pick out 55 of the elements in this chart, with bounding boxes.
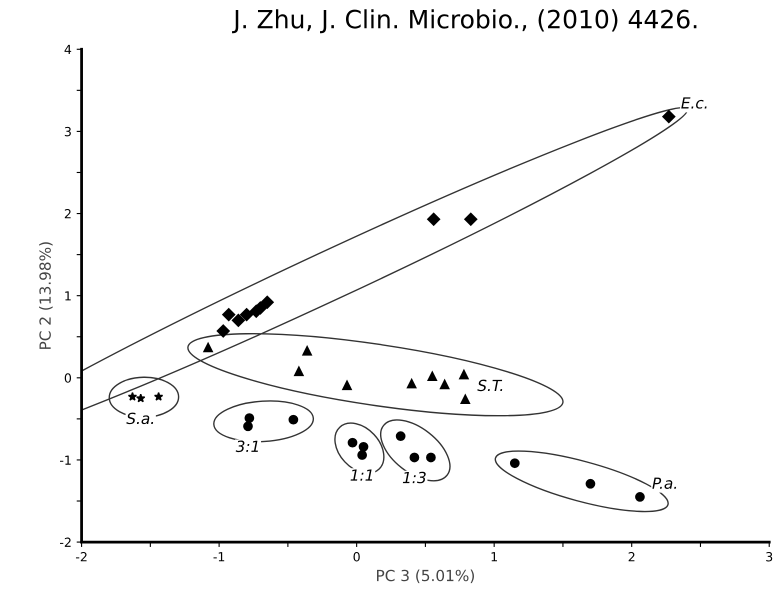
point xyxy=(440,380,450,390)
point xyxy=(510,458,520,468)
point xyxy=(294,366,304,376)
point xyxy=(396,431,406,441)
point xyxy=(464,212,478,226)
point xyxy=(244,413,254,423)
point xyxy=(342,380,352,390)
point xyxy=(427,212,440,226)
point xyxy=(406,378,417,388)
point xyxy=(427,371,438,382)
point xyxy=(410,452,420,462)
point xyxy=(358,442,368,452)
point xyxy=(260,296,274,309)
series-label: 1:3 xyxy=(402,472,426,484)
y-tick-label: 4 xyxy=(64,44,72,54)
point xyxy=(302,346,312,356)
point xyxy=(460,394,470,404)
point xyxy=(222,308,236,322)
point xyxy=(243,421,253,432)
x-tick-label: 2 xyxy=(628,552,634,562)
y-tick-label: 1 xyxy=(65,291,71,300)
point xyxy=(232,314,245,327)
point xyxy=(357,450,368,460)
point xyxy=(459,370,469,380)
y-tick-label: -2 xyxy=(60,538,71,547)
x-axis-title: PC 3 (5.01%) xyxy=(377,569,474,584)
y-tick-label: 2 xyxy=(64,209,71,218)
point xyxy=(348,438,358,448)
series-label: S.a. xyxy=(126,412,154,424)
y-tick-label: -1 xyxy=(60,456,71,465)
point xyxy=(426,452,436,462)
x-tick-label: -1 xyxy=(213,552,224,562)
point xyxy=(240,308,254,322)
point xyxy=(154,392,164,401)
point xyxy=(128,392,138,401)
y-tick-label: 0 xyxy=(64,373,72,383)
x-tick-label: 3 xyxy=(766,552,772,562)
chart-title: J. Zhu, J. Clin. Microbio., (2010) 4426. xyxy=(232,9,696,34)
point xyxy=(136,393,146,402)
y-axis-title: PC 2 (13.98%) xyxy=(39,242,53,349)
point xyxy=(216,324,230,338)
point xyxy=(586,478,596,489)
point xyxy=(635,492,645,502)
x-tick-label: 0 xyxy=(353,552,360,562)
y-tick-label: 3 xyxy=(64,126,71,136)
point xyxy=(662,110,676,124)
series-label: P.a. xyxy=(652,478,676,489)
series-label: 3:1 xyxy=(236,440,258,452)
x-tick-label: -2 xyxy=(76,552,87,562)
series-label: S.T. xyxy=(477,380,502,392)
x-tick-label: 1 xyxy=(492,552,497,562)
series-label: E.c. xyxy=(681,97,707,109)
series-label: 1:1 xyxy=(350,469,372,481)
point xyxy=(203,342,213,352)
point xyxy=(288,414,298,425)
